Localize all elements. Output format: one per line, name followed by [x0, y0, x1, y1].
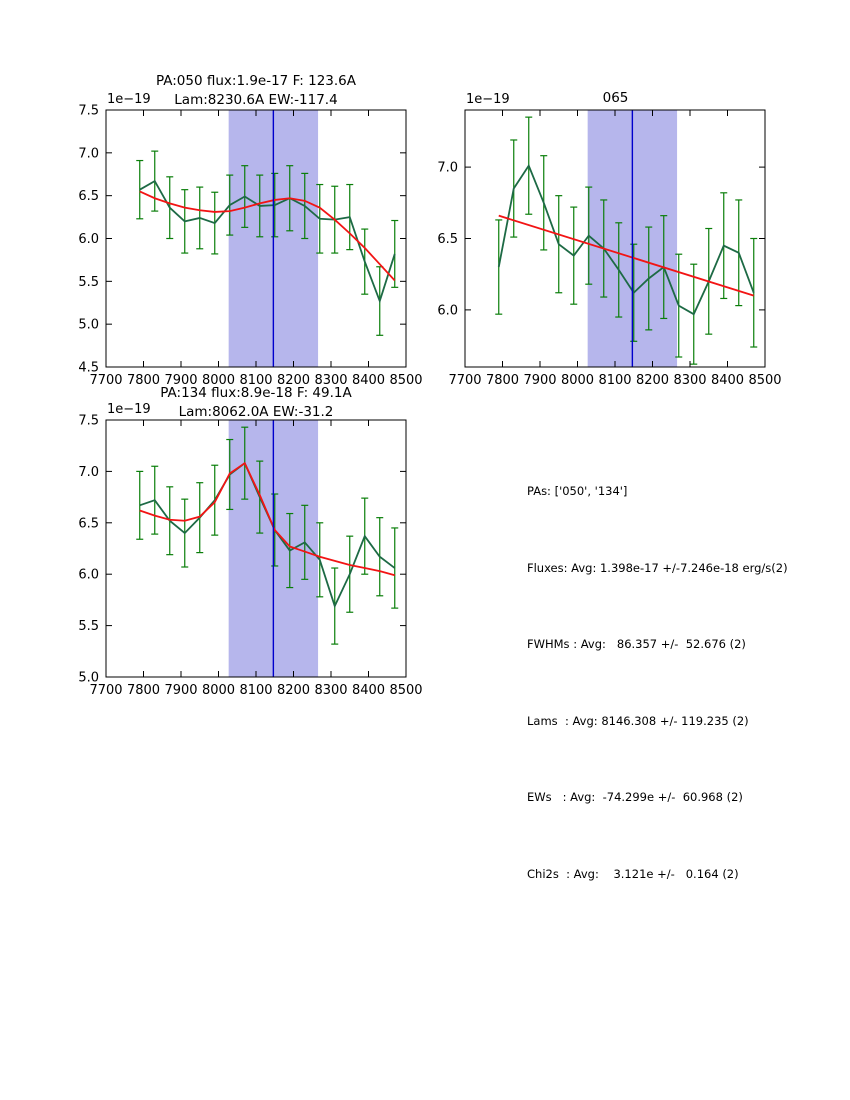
plot-pa134: 7700 7800 7900 8000 8100 8200 8300 8400 8500 5.0 5… — [78, 402, 422, 698]
y-tick-label: 7.0 — [437, 161, 458, 176]
x-tick-label: 8100 — [598, 373, 631, 388]
data-line — [497, 163, 755, 316]
y-tick-label: 5.5 — [78, 619, 99, 634]
plot-pa050: 7700 7800 7900 8000 8100 8200 8300 8400 8500 4.5 5… — [78, 92, 422, 388]
y-tick-label: 5.0 — [78, 671, 99, 686]
plot-pa050-title-line2: Lam:8230.6A EW:-117.4 — [174, 92, 338, 108]
x-tick-label: 8400 — [352, 683, 385, 698]
y-tick-label: 7.5 — [78, 414, 99, 429]
y-tick-label: 6.0 — [78, 568, 99, 583]
fit-line — [139, 461, 395, 577]
x-tick-label: 8400 — [352, 373, 385, 388]
y-axis-offset-label: 1e−19 — [466, 92, 510, 107]
x-tick-label: 8200 — [277, 373, 310, 388]
y-axis-offset-label: 1e−19 — [107, 92, 151, 107]
y-tick-label: 5.0 — [78, 318, 99, 333]
x-tick-label: 7800 — [486, 373, 519, 388]
x-tick-label: 8300 — [314, 683, 347, 698]
fit-line — [139, 190, 396, 282]
x-tick-label: 8000 — [561, 373, 594, 388]
plot-pa050-title: PA:050 flux:1.9e-17 F: 123.6A Lam:8230.6… — [106, 72, 406, 110]
x-tick-label: 8300 — [673, 373, 706, 388]
plot-065-title: 065 — [466, 89, 765, 108]
y-tick-label: 6.5 — [78, 189, 99, 204]
x-tick-label: 8100 — [239, 373, 272, 388]
x-tick-label: 7800 — [127, 683, 160, 698]
stats-line-ews: EWs : Avg: -74.299e +/- 60.968 (2) — [527, 790, 743, 804]
y-tick-label: 7.0 — [78, 146, 99, 161]
plot-065: 7700 7800 7900 8000 8100 8200 8300 8400 8500 6.0 6… — [437, 92, 781, 388]
y-tick-label: 5.5 — [78, 275, 99, 290]
y-tick-label: 6.0 — [78, 232, 99, 247]
stats-line-lams: Lams : Avg: 8146.308 +/- 119.235 (2) — [527, 713, 749, 728]
x-tick-label: 7900 — [164, 683, 197, 698]
stats-line-fluxes: Fluxes: Avg: 1.398e-17 +/-7.246e-18 erg/… — [527, 560, 788, 575]
x-tick-label: 8000 — [202, 373, 235, 388]
y-tick-label: 6.0 — [437, 303, 458, 318]
x-tick-label: 8400 — [711, 373, 744, 388]
plot-pa134-title-line1: PA:134 flux:8.9e-18 F: 49.1A — [160, 385, 352, 401]
y-axis-offset-label: 1e−19 — [107, 402, 151, 417]
x-tick-label: 8500 — [389, 683, 422, 698]
x-tick-label: 7700 — [89, 683, 122, 698]
stats-panel: PAs: ['050', '134'] Fluxes: Avg: 1.398e-… — [527, 428, 788, 938]
y-tick-label: 7.0 — [78, 465, 99, 480]
data-line — [139, 179, 396, 304]
y-tick-label: 7.5 — [78, 104, 99, 119]
fit-line — [498, 214, 755, 297]
x-tick-label: 7800 — [127, 373, 160, 388]
y-tick-label: 6.5 — [78, 516, 99, 531]
x-tick-label: 8500 — [748, 373, 781, 388]
x-tick-label: 8200 — [636, 373, 669, 388]
x-tick-label: 8500 — [389, 373, 422, 388]
x-tick-label: 7900 — [164, 373, 197, 388]
plot-pa134-title-line2: Lam:8062.0A EW:-31.2 — [178, 404, 334, 420]
x-tick-label: 7700 — [89, 373, 122, 388]
plot-pa050-title-line1: PA:050 flux:1.9e-17 F: 123.6A — [155, 73, 357, 89]
x-tick-label: 8200 — [277, 683, 310, 698]
stats-line-pas: PAs: ['050', '134'] — [527, 484, 628, 498]
x-tick-label: 7900 — [523, 373, 556, 388]
stats-line-fwhms: FWHMs : Avg: 86.357 +/- 52.676 (2) — [527, 637, 746, 651]
x-tick-label: 8000 — [202, 683, 235, 698]
y-tick-label: 6.5 — [437, 232, 458, 247]
stats-line-chi2s: Chi2s : Avg: 3.121e +/- 0.164 (2) — [527, 866, 739, 881]
plot-pa134-title: PA:134 flux:8.9e-18 F: 49.1A Lam:8062.0A… — [106, 384, 406, 422]
x-tick-label: 8100 — [239, 683, 272, 698]
x-tick-label: 7700 — [448, 373, 481, 388]
y-tick-label: 4.5 — [78, 361, 99, 376]
x-tick-label: 8300 — [314, 373, 347, 388]
plot-065-title-line1: 065 — [602, 90, 629, 106]
